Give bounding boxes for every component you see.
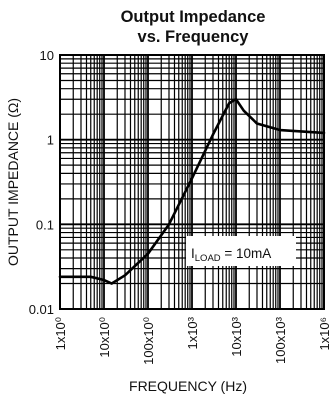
y-tick-label: 1 xyxy=(47,133,54,148)
x-tick-label: 10x10³ xyxy=(229,316,244,356)
series-line-output-impedance xyxy=(58,97,326,285)
x-tick-label: 10x10⁰ xyxy=(97,317,112,358)
y-tick-label: 0.01 xyxy=(29,302,54,317)
annotation: ILOAD = 10mA xyxy=(186,236,296,266)
grid xyxy=(59,55,324,310)
chart-title-line-1: Output Impedance xyxy=(121,8,266,26)
x-tick-label: 1x10⁰ xyxy=(53,317,68,350)
y-axis-title: OUTPUT IMPEDANCE (Ω) xyxy=(5,98,21,266)
plot-frame xyxy=(59,54,325,310)
x-tick-label: 1x10⁶ xyxy=(317,317,332,351)
annotation-prefix: I xyxy=(191,246,195,261)
annotation-label: ILOAD = 10mA xyxy=(191,246,271,264)
x-tick-label: 100x10³ xyxy=(273,316,288,364)
annotation-subscript: LOAD xyxy=(195,253,221,264)
y-tick-label: 10 xyxy=(40,48,54,63)
x-tick-labels: 1x10⁰ 10x10⁰ 100x10⁰ 1x10³ 10x10³ 100x10³ 1x10… xyxy=(53,316,332,365)
annotation-box xyxy=(186,236,296,266)
y-tick-labels: 0.01 0.1 1 10 xyxy=(29,48,54,317)
annotation-suffix: = 10mA xyxy=(221,246,272,261)
x-tick-label: 100x10⁰ xyxy=(141,317,156,365)
y-tick-label: 0.1 xyxy=(36,217,54,232)
chart-title-line-2: vs. Frequency xyxy=(138,28,250,46)
series-layer xyxy=(58,97,326,285)
x-tick-label: 1x10³ xyxy=(185,316,200,349)
x-axis-title: FREQUENCY (Hz) xyxy=(129,378,247,394)
